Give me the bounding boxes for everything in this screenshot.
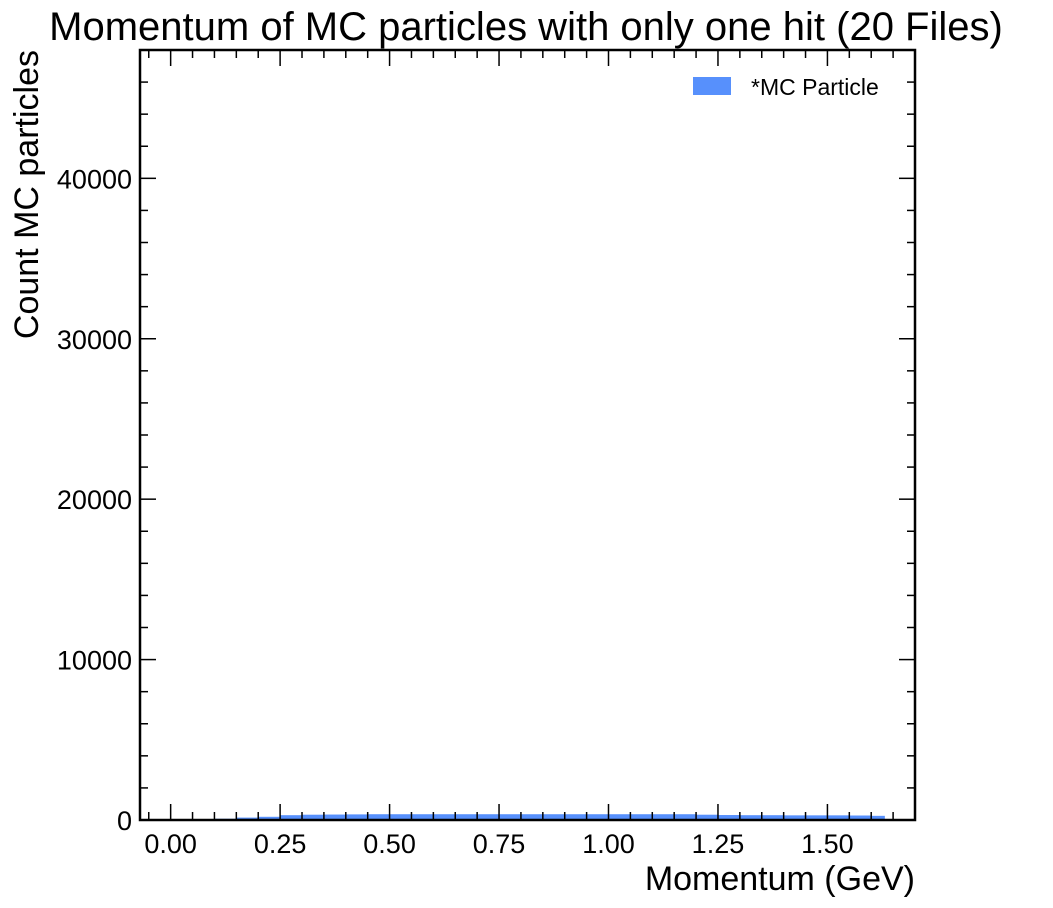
y-axis-label: Count MC particles <box>8 50 46 339</box>
y-tick-label: 30000 <box>57 325 132 355</box>
histogram-bar <box>586 814 610 820</box>
histogram-bar <box>608 814 631 820</box>
y-tick-label: 10000 <box>57 646 132 676</box>
y-tick-labels: 0 10000 20000 30000 40000 <box>57 164 132 836</box>
histogram-bar <box>805 815 828 820</box>
histogram-bar <box>302 814 325 820</box>
histogram-bar <box>455 814 478 820</box>
x-tick-label: 1.50 <box>801 829 854 859</box>
y-tick-label: 20000 <box>57 485 132 515</box>
histogram-bar <box>258 816 281 820</box>
histogram-bar <box>696 814 719 820</box>
histogram-bar <box>520 814 544 820</box>
x-tick-label: 1.25 <box>692 829 745 859</box>
histogram-bar <box>849 815 872 820</box>
plot-frame <box>138 48 917 822</box>
histogram-bar <box>323 814 347 820</box>
legend: *MC Particle <box>693 74 879 100</box>
x-tick-label: 1.00 <box>582 829 635 859</box>
x-tick-label: 0.00 <box>144 829 197 859</box>
histogram-bar <box>739 815 763 820</box>
histogram-bar <box>367 814 391 820</box>
legend-label: *MC Particle <box>751 74 879 100</box>
legend-swatch <box>693 77 731 95</box>
histogram-bar <box>674 814 697 820</box>
x-axis-label: Momentum (GeV) <box>645 860 915 898</box>
histogram-bar <box>827 815 850 820</box>
chart-title: Momentum of MC particles with only one h… <box>49 5 1003 49</box>
histogram-bar <box>280 815 303 820</box>
histogram-bar <box>499 814 522 820</box>
x-tick-label: 0.25 <box>254 829 307 859</box>
histogram-bar <box>542 814 566 820</box>
x-tick-labels: 0.00 0.25 0.50 0.75 1.00 1.25 1.50 <box>144 829 853 859</box>
histogram-bar <box>652 814 675 820</box>
histogram-bar <box>345 814 369 820</box>
histogram-bar <box>871 815 885 820</box>
x-tick-label: 0.75 <box>473 829 526 859</box>
histogram-bar <box>564 814 588 820</box>
axis-ticks <box>140 49 916 821</box>
histogram-bar <box>630 814 653 820</box>
histogram-bar <box>783 815 807 820</box>
histogram-bars <box>170 814 885 820</box>
histogram-bar <box>477 814 500 820</box>
y-tick-label: 40000 <box>57 164 132 194</box>
histogram-bar <box>389 814 412 820</box>
histogram-bar <box>411 814 434 820</box>
y-tick-label: 0 <box>117 806 132 836</box>
histogram-bar <box>717 815 741 820</box>
histogram-bar <box>761 815 785 820</box>
x-tick-label: 0.50 <box>363 829 416 859</box>
histogram-bar <box>433 814 456 820</box>
